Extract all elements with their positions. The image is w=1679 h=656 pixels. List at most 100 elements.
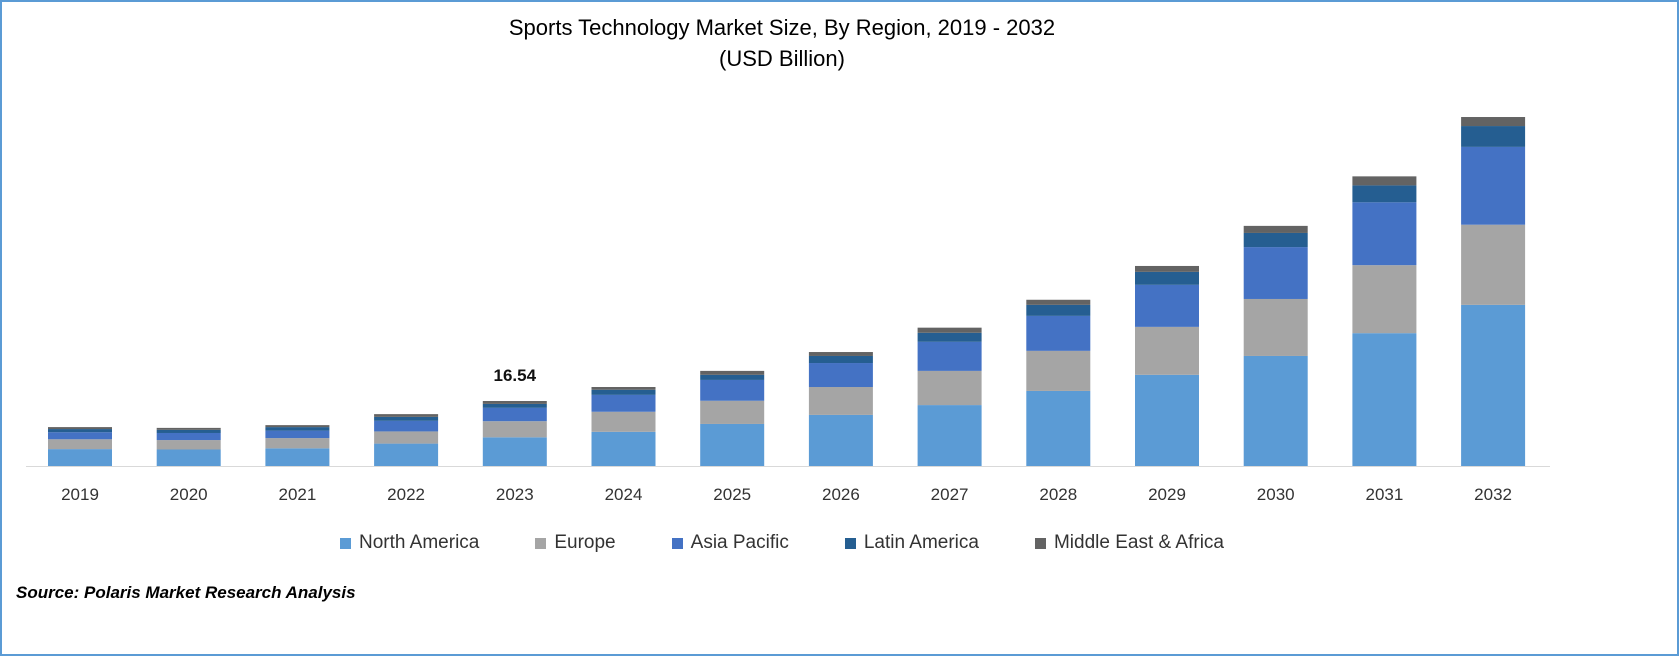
bar-europe-2020	[156, 440, 221, 450]
bar-middle-east-africa-2024	[591, 387, 656, 390]
x-tick-label: 2021	[278, 485, 316, 504]
legend-label: Middle East & Africa	[1053, 532, 1224, 553]
bar-north-america-2026	[808, 414, 873, 466]
data-label: 16.54	[494, 366, 537, 385]
bar-middle-east-africa-2031	[1352, 176, 1417, 186]
bar-europe-2024	[591, 411, 656, 432]
bar-middle-east-africa-2030	[1243, 225, 1308, 233]
bar-europe-2030	[1243, 298, 1308, 356]
bar-asia-pacific-2028	[1026, 315, 1091, 351]
bar-asia-pacific-2025	[700, 379, 765, 401]
legend-swatch	[535, 537, 547, 549]
bar-europe-2029	[1135, 326, 1199, 375]
bar-asia-pacific-2023	[482, 407, 547, 422]
bar-north-america-2021	[265, 448, 330, 466]
bar-north-america-2024	[591, 431, 656, 466]
chart-title: Sports Technology Market Size, By Region…	[508, 15, 1056, 40]
legend-swatch	[1034, 537, 1046, 549]
bar-middle-east-africa-2022	[374, 414, 439, 417]
bar-north-america-2030	[1243, 355, 1308, 466]
bar-north-america-2031	[1352, 333, 1417, 466]
bar-middle-east-africa-2029	[1135, 265, 1199, 272]
legend-label: Latin America	[863, 532, 979, 553]
legend-swatch	[844, 537, 856, 549]
bar-europe-2032	[1461, 224, 1526, 305]
legend-label: North America	[358, 532, 480, 553]
bar-middle-east-africa-2021	[265, 425, 330, 428]
legend: North America Europe Asia Pacific Latin Ame…	[2, 532, 1562, 554]
x-tick-label: 2025	[713, 485, 751, 504]
stacked-bar-chart: 2019 2020 2021 2022 2023 16.54 2024 2025 2026 202…	[26, 117, 1550, 504]
bar-latin-america-2022	[374, 416, 439, 421]
bar-latin-america-2028	[1026, 304, 1091, 316]
bar-middle-east-africa-2028	[1026, 299, 1091, 305]
bar-north-america-2027	[917, 405, 982, 466]
bar-middle-east-africa-2032	[1461, 117, 1526, 127]
x-tick-label: 2028	[1039, 485, 1077, 504]
bar-europe-2019	[48, 439, 112, 450]
legend-item: Europe	[535, 532, 616, 554]
x-tick-label: 2020	[170, 485, 208, 504]
bar-europe-2026	[808, 387, 873, 415]
bar-asia-pacific-2029	[1135, 284, 1199, 327]
x-tick-label: 2032	[1474, 485, 1512, 504]
bar-europe-2023	[482, 421, 547, 438]
bar-latin-america-2029	[1135, 271, 1199, 285]
x-tick-label: 2023	[496, 485, 534, 504]
bar-latin-america-2027	[917, 332, 982, 342]
bar-middle-east-africa-2023	[482, 400, 547, 404]
bar-latin-america-2030	[1243, 232, 1308, 248]
bar-europe-2027	[917, 370, 982, 406]
bar-middle-east-africa-2020	[156, 427, 221, 430]
bar-north-america-2028	[1026, 390, 1091, 466]
x-tick-label: 2022	[387, 485, 425, 504]
bar-asia-pacific-2020	[156, 432, 221, 441]
bar-north-america-2029	[1135, 374, 1199, 466]
bar-asia-pacific-2026	[808, 363, 873, 388]
x-tick-label: 2029	[1148, 485, 1186, 504]
chart-subtitle: (USD Billion)	[719, 46, 845, 71]
bar-latin-america-2025	[700, 374, 765, 380]
legend-label: Europe	[554, 532, 616, 553]
bar-europe-2028	[1026, 350, 1091, 391]
bar-asia-pacific-2019	[48, 432, 112, 440]
bar-europe-2031	[1352, 265, 1417, 334]
bar-latin-america-2020	[156, 429, 221, 433]
bar-north-america-2022	[374, 443, 439, 466]
bar-latin-america-2026	[808, 355, 873, 364]
bar-asia-pacific-2022	[374, 420, 439, 432]
x-tick-label: 2031	[1365, 485, 1403, 504]
x-tick-label: 2030	[1257, 485, 1295, 504]
legend-swatch	[671, 537, 683, 549]
bar-north-america-2020	[156, 449, 221, 466]
bar-europe-2022	[374, 431, 439, 444]
bar-europe-2021	[265, 438, 330, 449]
bar-middle-east-africa-2019	[48, 427, 112, 430]
x-tick-label: 2026	[822, 485, 860, 504]
bar-latin-america-2031	[1352, 185, 1417, 203]
bar-asia-pacific-2027	[917, 341, 982, 371]
bar-asia-pacific-2024	[591, 394, 656, 412]
legend-label: Asia Pacific	[690, 532, 789, 553]
x-tick-label: 2019	[61, 485, 99, 504]
bar-asia-pacific-2030	[1243, 247, 1308, 299]
bar-middle-east-africa-2026	[808, 352, 873, 356]
legend-item: Latin America	[844, 532, 979, 554]
bar-asia-pacific-2021	[265, 430, 330, 439]
legend-item: Asia Pacific	[671, 532, 789, 554]
bar-europe-2025	[700, 400, 765, 424]
bar-middle-east-africa-2027	[917, 327, 982, 333]
bar-latin-america-2019	[48, 429, 112, 433]
bar-latin-america-2023	[482, 403, 547, 408]
x-tick-label: 2024	[605, 485, 643, 504]
bar-asia-pacific-2032	[1461, 146, 1526, 225]
x-tick-label: 2027	[931, 485, 969, 504]
bar-north-america-2019	[48, 449, 112, 466]
chart-title-block: Sports Technology Market Size, By Region…	[2, 12, 1562, 74]
bar-north-america-2023	[482, 437, 547, 466]
bar-middle-east-africa-2025	[700, 370, 765, 375]
bar-latin-america-2032	[1461, 126, 1526, 147]
bar-north-america-2032	[1461, 304, 1526, 466]
bar-latin-america-2021	[265, 427, 330, 431]
